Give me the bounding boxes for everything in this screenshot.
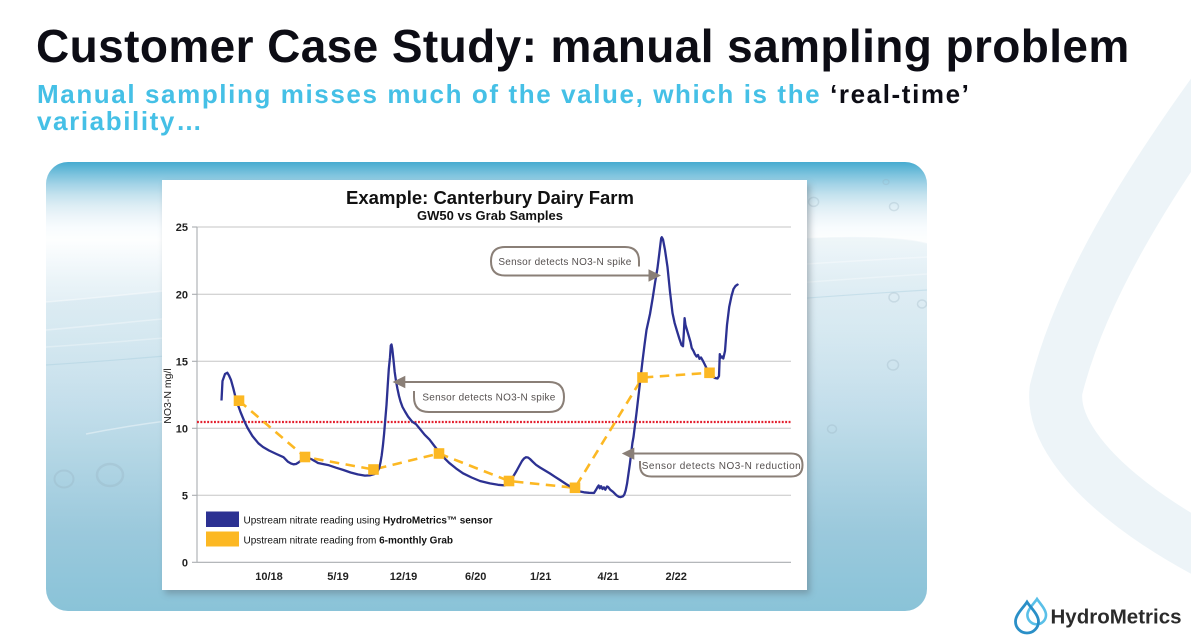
svg-text:Upstream nitrate reading using: Upstream nitrate reading using HydroMetr…	[244, 516, 493, 527]
svg-text:12/19: 12/19	[390, 571, 418, 583]
svg-text:Sensor detects NO3-N spike: Sensor detects NO3-N spike	[498, 257, 631, 268]
svg-text:20: 20	[176, 289, 188, 301]
svg-text:25: 25	[176, 222, 188, 234]
svg-text:HydroMetrics: HydroMetrics	[1051, 606, 1182, 629]
svg-text:Sensor detects NO3-N spike: Sensor detects NO3-N spike	[422, 393, 555, 404]
svg-text:5/19: 5/19	[327, 571, 348, 583]
svg-text:6/20: 6/20	[465, 571, 486, 583]
svg-text:10: 10	[176, 423, 188, 435]
svg-text:1/21: 1/21	[530, 571, 551, 583]
svg-text:10/18: 10/18	[255, 571, 283, 583]
svg-text:GW50 vs Grab Samples: GW50 vs Grab Samples	[417, 208, 563, 223]
svg-text:Sensor detects NO3-N reduction: Sensor detects NO3-N reduction	[642, 461, 802, 472]
svg-text:0: 0	[182, 557, 188, 569]
svg-text:15: 15	[176, 356, 188, 368]
svg-text:5: 5	[182, 490, 188, 502]
svg-text:2/22: 2/22	[665, 571, 686, 583]
svg-text:4/21: 4/21	[597, 571, 618, 583]
svg-text:NO3-N mg/l: NO3-N mg/l	[162, 368, 174, 423]
svg-text:Upstream nitrate reading from: Upstream nitrate reading from 6-monthly …	[244, 536, 454, 547]
svg-text:Example: Canterbury Dairy Farm: Example: Canterbury Dairy Farm	[346, 187, 634, 208]
